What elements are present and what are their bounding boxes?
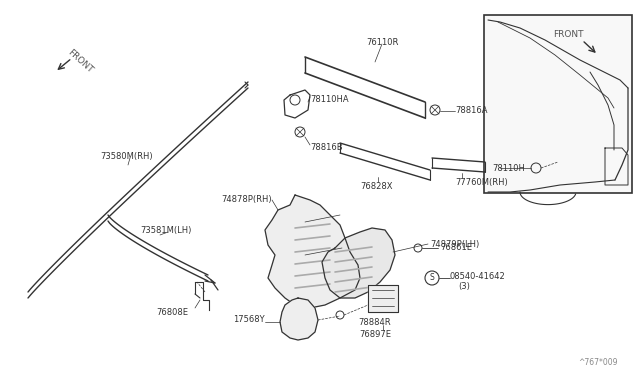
Text: 76828X: 76828X bbox=[360, 182, 392, 191]
Bar bbox=[484, 15, 632, 193]
Text: 76808E: 76808E bbox=[156, 308, 188, 317]
Text: FRONT: FRONT bbox=[66, 48, 95, 75]
Polygon shape bbox=[265, 195, 360, 308]
Text: 73580M(RH): 73580M(RH) bbox=[100, 152, 152, 161]
Text: 78816A: 78816A bbox=[455, 106, 488, 115]
Text: 76110R: 76110R bbox=[366, 38, 398, 47]
Text: 74879P(LH): 74879P(LH) bbox=[430, 240, 479, 249]
Text: 78110H: 78110H bbox=[492, 164, 525, 173]
Text: 76897E: 76897E bbox=[359, 330, 391, 339]
Text: 78884R: 78884R bbox=[358, 318, 391, 327]
Text: 08540-41642: 08540-41642 bbox=[450, 272, 506, 281]
Text: 76861E: 76861E bbox=[440, 243, 472, 252]
Polygon shape bbox=[368, 285, 398, 312]
Text: FRONT: FRONT bbox=[553, 30, 583, 39]
Polygon shape bbox=[280, 298, 318, 340]
Text: 74878P(RH): 74878P(RH) bbox=[221, 195, 272, 204]
Text: 78816B: 78816B bbox=[310, 143, 342, 152]
Text: ^767*009: ^767*009 bbox=[579, 358, 618, 367]
Polygon shape bbox=[322, 228, 395, 298]
Text: S: S bbox=[429, 273, 435, 282]
Text: 17568Y: 17568Y bbox=[234, 315, 265, 324]
Text: 73581M(LH): 73581M(LH) bbox=[140, 226, 191, 235]
Text: 78110HA: 78110HA bbox=[310, 95, 349, 104]
Text: (3): (3) bbox=[458, 282, 470, 291]
Text: 77760M(RH): 77760M(RH) bbox=[455, 178, 508, 187]
